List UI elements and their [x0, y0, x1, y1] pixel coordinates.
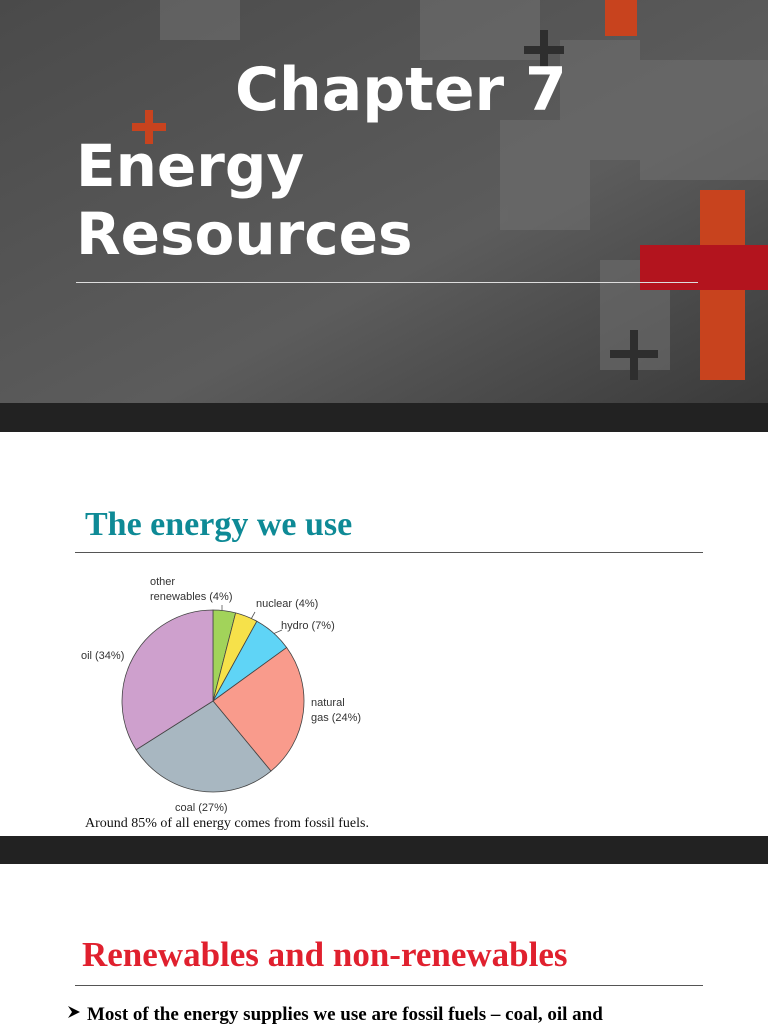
- pie-chart: [121, 605, 305, 793]
- title-rule: [75, 985, 703, 986]
- value-label: (34%): [95, 650, 125, 662]
- slide-title: Renewables and non-renewables: [82, 935, 568, 974]
- bullet-text: Most of the energy supplies we use are f…: [87, 1004, 603, 1024]
- pie-label: natural gas (24%): [311, 696, 367, 726]
- pie-label: nuclear (4%): [256, 597, 346, 612]
- value-label: (4%): [295, 598, 319, 610]
- divider-band: [0, 403, 768, 432]
- title-background: [0, 0, 768, 403]
- title-rule: [76, 282, 698, 283]
- chapter-title: Chapter 7: [235, 55, 567, 125]
- title-line: Energy: [76, 132, 305, 200]
- value-label: (7%): [311, 620, 335, 632]
- category: coal: [175, 802, 196, 814]
- category: hydro: [281, 620, 309, 632]
- pie-label: other renewables (4%): [150, 575, 242, 605]
- title-line: Resources: [76, 200, 413, 268]
- slide-title: The energy we use: [85, 506, 353, 543]
- value-label: (27%): [198, 802, 228, 814]
- pie-slice: [212, 646, 305, 772]
- value-label: (24%): [331, 712, 362, 724]
- pie-label: coal (27%): [175, 801, 265, 816]
- pie-slice: [135, 700, 272, 793]
- divider-band: [0, 836, 768, 864]
- value-label: (4%): [209, 591, 233, 603]
- category: other renewables: [150, 576, 207, 603]
- category: nuclear: [256, 598, 293, 610]
- category: oil: [81, 650, 93, 662]
- title-rule: [75, 552, 703, 553]
- bullet-arrow: [68, 1006, 80, 1018]
- pie-label: oil (34%): [81, 649, 171, 664]
- category: natural gas: [311, 697, 345, 724]
- pie-slice: [121, 609, 214, 751]
- pie-label: hydro (7%): [281, 619, 371, 634]
- caption: Around 85% of all energy comes from foss…: [85, 816, 369, 831]
